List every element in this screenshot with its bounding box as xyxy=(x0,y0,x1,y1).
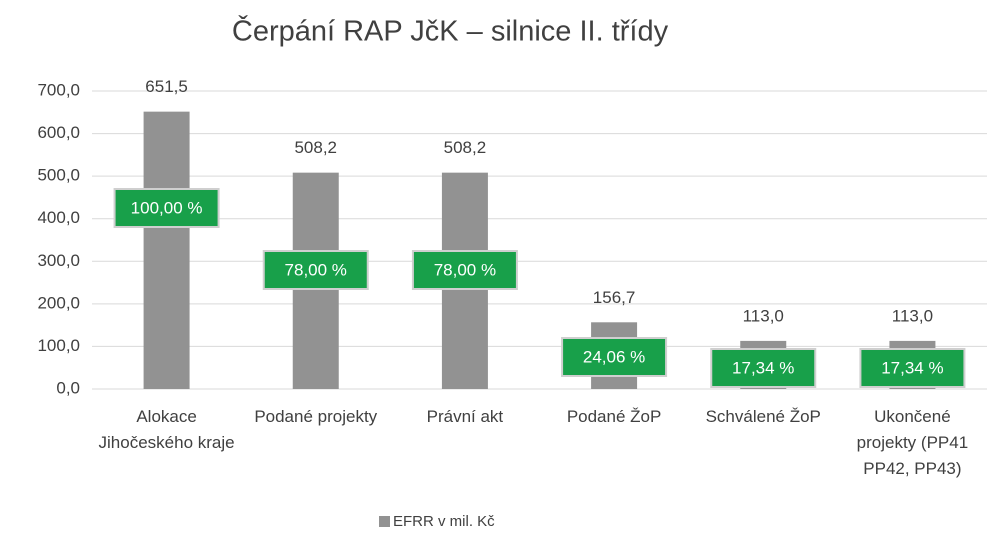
chart-title: Čerpání RAP JčK – silnice II. třídy xyxy=(232,14,669,48)
data-label: 508,2 xyxy=(444,138,487,157)
legend-swatch xyxy=(379,516,390,527)
legend-label: EFRR v mil. Kč xyxy=(393,513,495,530)
annotation-box xyxy=(859,348,966,388)
annotation-box xyxy=(262,250,369,290)
y-tick-label: 700,0 xyxy=(37,80,80,99)
x-tick-label: Podané ŽoP xyxy=(566,407,662,426)
data-label: 113,0 xyxy=(743,306,784,325)
x-tick-label: Schválené ŽoP xyxy=(705,407,821,426)
x-tick-label: Právní akt xyxy=(426,407,504,426)
x-tick-label: Alokace Jihočeského kraje xyxy=(98,407,235,452)
y-tick-label: 100,0 xyxy=(37,336,80,355)
data-label: 156,7 xyxy=(593,288,636,307)
annotation: 17,34 % xyxy=(732,358,794,377)
y-tick-label: 200,0 xyxy=(37,293,80,312)
annotation-box xyxy=(411,250,518,290)
annotation: 78,00 % xyxy=(285,260,347,279)
annotation-box xyxy=(561,337,668,377)
data-label: 113,0 xyxy=(892,306,933,325)
y-tick-label: 600,0 xyxy=(37,123,80,142)
annotation-box xyxy=(710,348,817,388)
y-tick-label: 500,0 xyxy=(37,166,80,185)
annotation-box xyxy=(113,188,220,228)
annotation: 24,06 % xyxy=(583,347,645,366)
annotation: 17,34 % xyxy=(881,358,943,377)
y-tick-label: 0,0 xyxy=(56,378,80,397)
data-label: 651,5 xyxy=(145,77,188,96)
x-tick-label: Podané projekty xyxy=(254,407,378,426)
data-label: 508,2 xyxy=(294,138,337,157)
annotation: 78,00 % xyxy=(434,260,496,279)
bar xyxy=(143,111,190,389)
y-tick-label: 400,0 xyxy=(37,208,80,227)
y-tick-label: 300,0 xyxy=(37,251,80,270)
x-tick-label: Ukončené projekty (PP41 PP42, PP43) xyxy=(856,407,969,478)
annotation: 100,00 % xyxy=(131,198,203,217)
